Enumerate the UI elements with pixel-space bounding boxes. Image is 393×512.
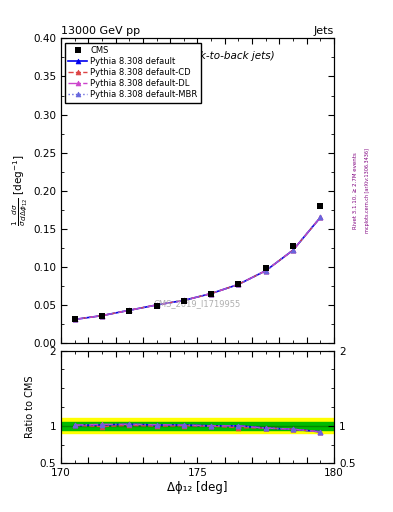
Pythia 8.308 default <box>72 316 77 323</box>
CMS <box>236 281 241 287</box>
Pythia 8.308 default-CD <box>99 312 104 318</box>
Pythia 8.308 default <box>182 297 186 304</box>
Pythia 8.308 default-DL <box>182 297 186 304</box>
CMS <box>154 303 159 309</box>
Line: Pythia 8.308 default-CD: Pythia 8.308 default-CD <box>72 215 323 322</box>
CMS <box>99 312 104 318</box>
Pythia 8.308 default-DL <box>263 268 268 274</box>
Pythia 8.308 default-MBR <box>72 316 77 323</box>
Pythia 8.308 default-MBR <box>263 268 268 274</box>
Pythia 8.308 default-CD <box>291 247 296 253</box>
Pythia 8.308 default-MBR <box>236 281 241 287</box>
CMS <box>318 203 323 209</box>
Pythia 8.308 default <box>318 215 323 221</box>
Pythia 8.308 default-MBR <box>291 247 296 253</box>
Pythia 8.308 default-DL <box>72 316 77 323</box>
Text: 13000 GeV pp: 13000 GeV pp <box>61 26 140 36</box>
CMS <box>182 298 186 304</box>
Text: Rivet 3.1.10, ≥ 2.7M events: Rivet 3.1.10, ≥ 2.7M events <box>353 153 358 229</box>
Bar <box>61 418 334 433</box>
Pythia 8.308 default-CD <box>72 316 77 323</box>
Pythia 8.308 default <box>127 307 132 313</box>
Pythia 8.308 default-CD <box>127 307 132 313</box>
CMS <box>291 243 296 249</box>
X-axis label: Δϕ₁₂ [deg]: Δϕ₁₂ [deg] <box>167 481 228 494</box>
Legend: CMS, Pythia 8.308 default, Pythia 8.308 default-CD, Pythia 8.308 default-DL, Pyt: CMS, Pythia 8.308 default, Pythia 8.308 … <box>65 42 201 102</box>
Pythia 8.308 default-CD <box>182 297 186 304</box>
Text: mcplots.cern.ch [arXiv:1306.3436]: mcplots.cern.ch [arXiv:1306.3436] <box>365 148 370 233</box>
Pythia 8.308 default-DL <box>127 307 132 313</box>
Pythia 8.308 default-MBR <box>154 302 159 308</box>
Pythia 8.308 default <box>236 281 241 287</box>
Pythia 8.308 default-CD <box>209 290 213 296</box>
Line: Pythia 8.308 default: Pythia 8.308 default <box>72 215 323 322</box>
Pythia 8.308 default-MBR <box>127 307 132 313</box>
Pythia 8.308 default-MBR <box>318 215 323 221</box>
CMS <box>263 265 268 271</box>
Pythia 8.308 default <box>263 268 268 274</box>
Pythia 8.308 default-CD <box>318 215 323 221</box>
Text: Jets: Jets <box>314 26 334 36</box>
CMS <box>127 308 132 314</box>
Pythia 8.308 default <box>209 290 213 296</box>
Pythia 8.308 default-DL <box>154 302 159 308</box>
Pythia 8.308 default-MBR <box>209 290 213 296</box>
Pythia 8.308 default-MBR <box>182 297 186 304</box>
Pythia 8.308 default-CD <box>154 302 159 308</box>
Pythia 8.308 default-MBR <box>99 312 104 318</box>
Text: CMS_2019_I1719955: CMS_2019_I1719955 <box>154 299 241 308</box>
Line: Pythia 8.308 default-DL: Pythia 8.308 default-DL <box>72 215 323 322</box>
Pythia 8.308 default-CD <box>236 281 241 287</box>
Bar <box>61 422 334 430</box>
Pythia 8.308 default-DL <box>318 215 323 221</box>
Pythia 8.308 default-DL <box>291 247 296 253</box>
CMS <box>209 290 213 296</box>
Text: Δϕ(jj) (CMS back-to-back jets): Δϕ(jj) (CMS back-to-back jets) <box>120 51 275 60</box>
CMS <box>72 316 77 323</box>
Y-axis label: Ratio to CMS: Ratio to CMS <box>26 376 35 438</box>
Line: CMS: CMS <box>72 203 323 323</box>
Pythia 8.308 default <box>154 302 159 308</box>
Y-axis label: $\frac{1}{\sigma}\frac{d\sigma}{d\Delta\phi_{12}}$ [deg$^{-1}$]: $\frac{1}{\sigma}\frac{d\sigma}{d\Delta\… <box>11 155 30 226</box>
Pythia 8.308 default-DL <box>99 312 104 318</box>
Pythia 8.308 default-DL <box>236 281 241 287</box>
Pythia 8.308 default-CD <box>263 268 268 274</box>
Pythia 8.308 default <box>291 247 296 253</box>
Line: Pythia 8.308 default-MBR: Pythia 8.308 default-MBR <box>72 215 323 322</box>
Pythia 8.308 default <box>99 312 104 318</box>
Pythia 8.308 default-DL <box>209 290 213 296</box>
